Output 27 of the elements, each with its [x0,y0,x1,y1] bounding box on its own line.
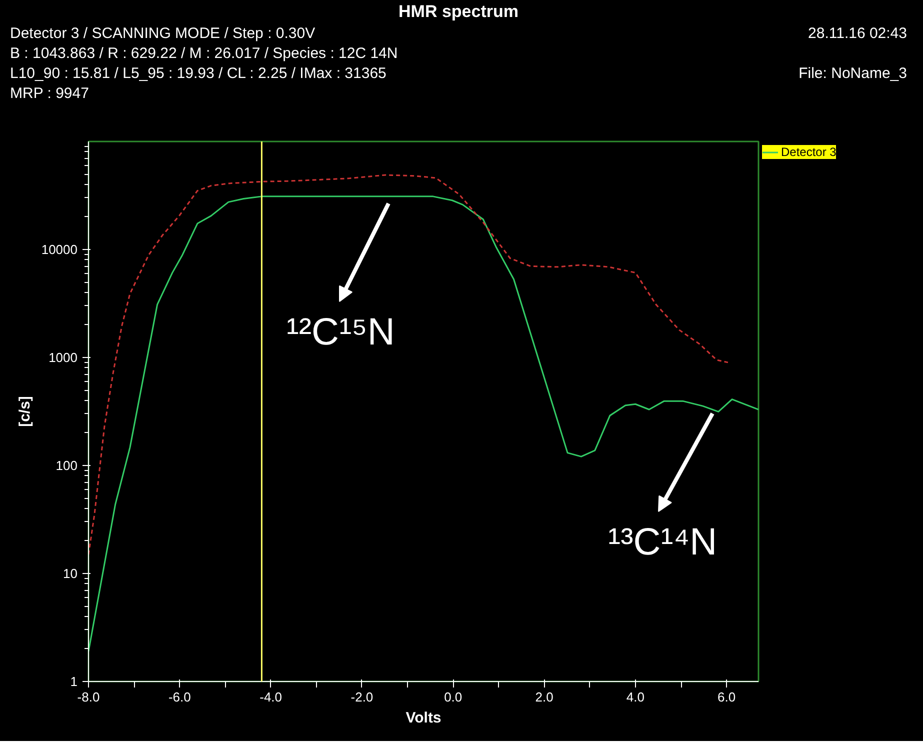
text: MRP : 9947 [10,84,89,104]
text: B : 1043.863 / R : 629.22 / M : 26.017 / Species : 12C 14N [10,44,398,64]
x-tick-label: -4.0 [260,690,282,704]
x-tick-label: 6.0 [718,690,736,704]
x-tick-label: -8.0 [77,690,100,704]
line-series [88,174,729,556]
x-tick-label: -2.0 [350,690,374,704]
text: L10_90 : 15.81 / L5_95 : 19.93 / CL : 2.25 / IMax : 31365 [10,64,386,84]
y-tick-label: 10000 [41,242,78,257]
text: 28.11.16 02:43 [808,24,907,44]
line-series [88,196,758,652]
text: File: NoName_3 [798,64,907,84]
x-tick-label: 4.0 [626,690,644,704]
annotation: ¹²C¹⁵N [286,312,395,354]
x-tick-label: -6.0 [168,690,191,704]
y-tick-label: 10 [63,566,78,581]
y-tick-label: 1 [70,674,78,689]
y-axis-title: [c/s] [16,396,34,427]
x-axis-title: Volts [406,710,442,726]
text: Detector 3 / SCANNING MODE / Step : 0.30V [10,24,316,44]
y-tick-label: 100 [56,458,78,473]
y-tick-label: 1000 [48,350,78,365]
annotation: ¹³C¹⁴N [608,522,718,564]
x-tick-label: 2.0 [535,690,554,704]
x-tick-label: 0.0 [444,690,462,704]
legend-label: Detector 3 [781,145,836,159]
chart-title: HMR spectrum [398,1,520,23]
